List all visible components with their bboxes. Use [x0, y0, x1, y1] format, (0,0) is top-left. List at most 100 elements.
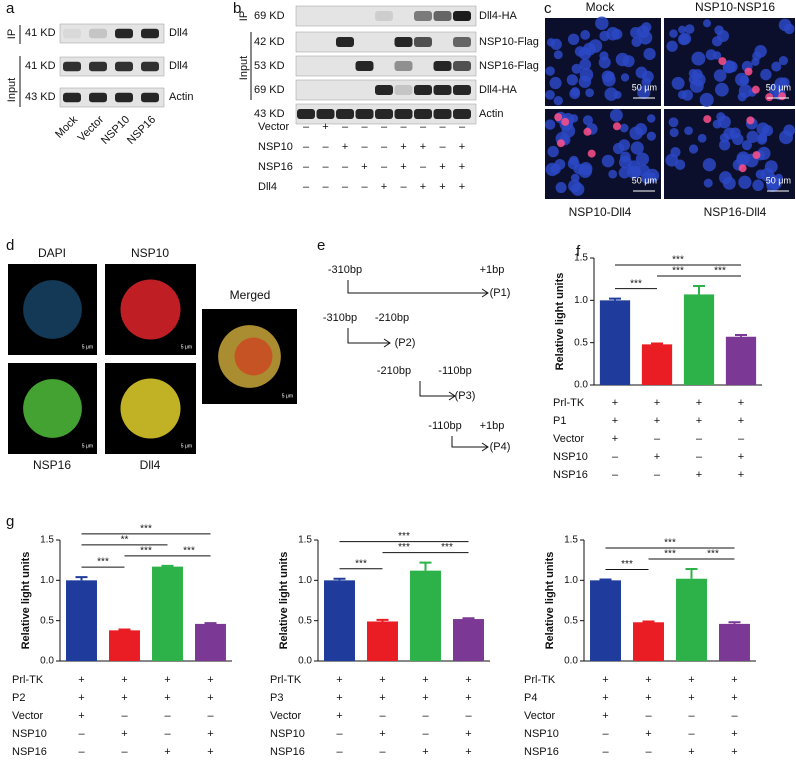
nucleus: [549, 76, 562, 90]
error-bar: [693, 284, 705, 295]
bar: [324, 580, 355, 661]
scale-label: 50 μm: [766, 175, 791, 185]
nucleus: [571, 63, 582, 74]
error-bar: [376, 618, 389, 622]
nucleus: [684, 24, 695, 34]
band: [141, 61, 159, 72]
protein-label: Dll4: [169, 27, 188, 39]
nucleus: [674, 159, 686, 170]
significance-label: ***: [97, 557, 109, 568]
condition-mark: +: [738, 397, 744, 409]
band: [433, 109, 452, 119]
condition-label: Vector: [553, 433, 585, 445]
nucleus: [703, 178, 713, 188]
condition-label: NSP16: [258, 161, 293, 173]
nucleus: [619, 155, 632, 169]
condition-mark: +: [654, 451, 660, 463]
cell: [120, 279, 181, 340]
condition-label: Vector: [12, 710, 44, 722]
y-tick-label: 0.0: [40, 656, 54, 667]
condition-mark: +: [459, 181, 465, 193]
nucleus: [546, 38, 556, 47]
band: [316, 109, 335, 119]
band: [63, 61, 81, 72]
band: [89, 61, 107, 72]
nucleus: [641, 77, 652, 88]
panel-label: a: [6, 0, 15, 17]
nucleus: [684, 126, 693, 136]
signal: [778, 92, 787, 101]
condition-mark: +: [422, 692, 428, 704]
panel-label: f: [576, 243, 581, 260]
nucleus: [643, 47, 656, 61]
signal: [746, 116, 755, 125]
nucleus: [619, 123, 629, 133]
condition-mark: +: [465, 674, 471, 686]
condition-mark: +: [322, 121, 328, 133]
nucleus: [669, 127, 679, 138]
nucleus: [771, 61, 782, 72]
bar: [109, 630, 140, 661]
error-bar: [75, 576, 88, 581]
y-tick-label: 1.5: [298, 535, 312, 546]
condition-mark: +: [696, 415, 702, 427]
nucleus: [760, 68, 772, 81]
condition-label: Prl-TK: [12, 674, 44, 686]
condition-mark: –: [422, 728, 429, 740]
nucleus: [669, 29, 678, 38]
error-bar: [118, 628, 131, 631]
bar: [641, 344, 673, 385]
band: [394, 37, 413, 47]
nucleus: [609, 108, 623, 122]
condition-mark: +: [207, 746, 213, 758]
scale-label: 5 μm: [82, 344, 93, 350]
start-label: -310bp: [323, 312, 357, 324]
condition-mark: –: [303, 161, 310, 173]
condition-mark: –: [336, 728, 343, 740]
image-title: Dll4: [140, 458, 161, 472]
condition-mark: +: [645, 692, 651, 704]
condition-mark: +: [336, 692, 342, 704]
nucleus: [764, 160, 778, 174]
nucleus: [566, 74, 578, 86]
condition-mark: +: [602, 710, 608, 722]
cell: [23, 280, 82, 339]
condition-label: NSP10: [12, 728, 47, 740]
condition-mark: –: [303, 181, 310, 193]
condition-mark: +: [439, 161, 445, 173]
condition-label: Prl-TK: [553, 397, 585, 409]
condition-mark: +: [696, 397, 702, 409]
band: [414, 37, 432, 47]
condition-mark: +: [738, 469, 744, 481]
condition-mark: –: [420, 161, 427, 173]
protein-label: Dll4-HA: [479, 10, 518, 22]
condition-mark: +: [400, 161, 406, 173]
band: [394, 109, 413, 119]
nucleus: [719, 171, 732, 185]
nucleus: [784, 23, 795, 35]
condition-mark: –: [78, 746, 85, 758]
promoter-arrow: [347, 280, 489, 298]
panel-label: e: [317, 237, 325, 254]
kd-label: 41 KD: [25, 60, 56, 72]
condition-label: P3: [270, 692, 283, 704]
bar: [633, 622, 664, 661]
y-axis-label: Relative light units: [278, 552, 290, 650]
nucleus: [670, 146, 681, 158]
signal: [751, 85, 760, 94]
construct-name: (P4): [490, 441, 511, 453]
significance-label: ***: [140, 545, 152, 556]
condition-mark: +: [164, 674, 170, 686]
condition-mark: –: [612, 469, 619, 481]
panel-label: c: [544, 0, 552, 17]
bar: [152, 566, 183, 661]
condition-label: NSP16: [553, 469, 588, 481]
y-axis-label: Relative light units: [554, 273, 566, 371]
condition-mark: +: [400, 141, 406, 153]
condition-mark: –: [322, 141, 329, 153]
nucleus: [601, 154, 615, 168]
condition-mark: –: [738, 433, 745, 445]
condition-mark: +: [645, 674, 651, 686]
bar: [676, 578, 707, 661]
nucleus: [570, 87, 580, 97]
